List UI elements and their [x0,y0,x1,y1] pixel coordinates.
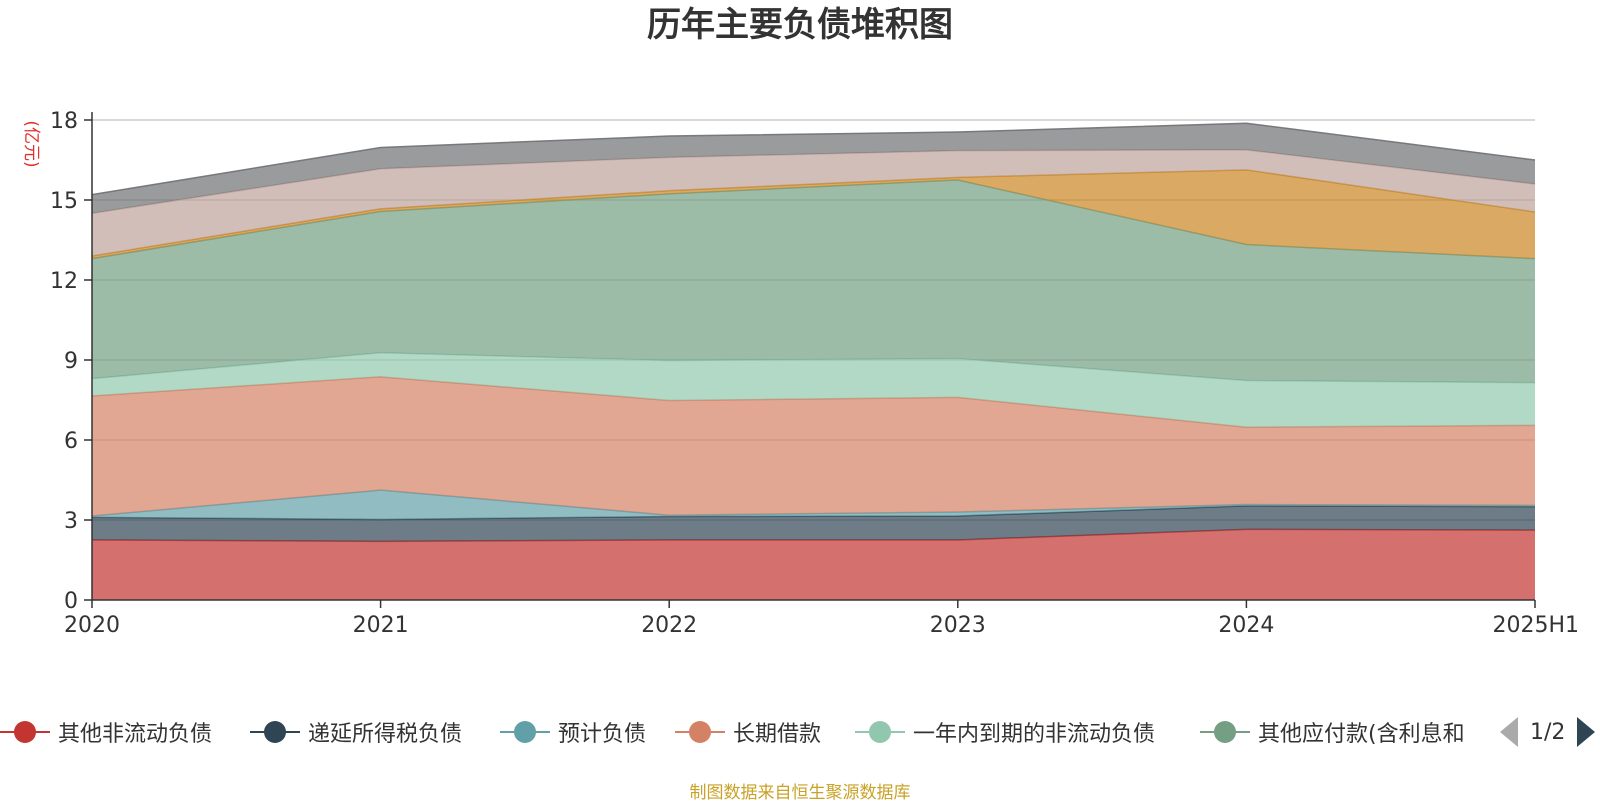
x-tick-label: 2024 [1218,613,1274,638]
series-line-9 [91,122,1536,196]
area-series-2[interactable] [92,505,1535,542]
area-series-9[interactable] [92,123,1535,214]
stacked-area-chart: 0 3 6 9 12 15 18 2020 2021 2022 2023 2024 2025H1 (亿元… [21,109,1579,638]
area-series-8[interactable] [92,149,1535,256]
area-series-1[interactable] [92,529,1535,600]
area-series-3[interactable] [92,490,1535,520]
area-series [91,122,1536,600]
legend-marker-icon [250,712,300,752]
y-tick-label: 15 [50,189,78,214]
legend-item[interactable]: 其他应付款(含利息和 [1200,712,1465,752]
x-tick-label: 2020 [64,613,120,638]
area-series-7[interactable] [92,169,1535,259]
x-tick-label: 2023 [930,613,986,638]
area-series-5[interactable] [92,352,1535,428]
legend-item[interactable]: 长期借款 [675,712,821,752]
y-tick-label: 6 [64,429,78,454]
triangle-right-icon[interactable] [1577,717,1596,747]
area-series-4[interactable] [92,376,1535,516]
y-tick-label: 12 [50,269,78,294]
y-tick-label: 9 [64,349,78,374]
x-tick-label: 2021 [353,613,409,638]
legend-item[interactable]: 预计负债 [500,712,646,752]
legend-item[interactable]: 其他非流动负债 [0,712,212,752]
chart-title: 历年主要负债堆积图 [647,5,953,45]
legend-marker-icon [0,712,50,752]
legend-label: 长期借款 [733,722,822,747]
area-series-6[interactable] [92,180,1535,383]
legend-marker-icon [855,712,905,752]
legend-pager: 1/2 [1500,712,1596,752]
legend-marker-icon [1200,712,1250,752]
legend-page-indicator: 1/2 [1530,719,1566,745]
y-tick-label: 0 [64,589,78,614]
y-axis-label: (亿元) [21,120,41,167]
legend-label: 预计负债 [558,722,647,747]
axes: 0 3 6 9 12 15 18 2020 2021 2022 2023 2024 2025H1 [50,109,1579,638]
legend-label: 递延所得税负债 [308,722,463,747]
triangle-left-icon[interactable] [1500,717,1518,747]
source-note: 制图数据来自恒生聚源数据库 [689,783,911,803]
x-tick-label: 2022 [641,613,697,638]
y-tick-label: 3 [64,509,78,534]
legend-item[interactable]: 一年内到期的非流动负债 [855,712,1155,752]
legend-item[interactable]: 递延所得税负债 [250,712,462,752]
legend-label: 一年内到期的非流动负债 [913,722,1156,747]
legend-label: 其他应付款(含利息和 [1258,722,1465,747]
legend-label: 其他非流动负债 [58,722,213,747]
x-tick-label: 2025H1 [1492,613,1579,638]
legend-marker-icon [500,712,550,752]
legend: 其他非流动负债 递延所得税负债 预计负债 长期借款 一年内到期的非流动负债 其他应付款(含… [0,712,1600,752]
legend-marker-icon [675,712,725,752]
y-tick-label: 18 [50,109,78,134]
